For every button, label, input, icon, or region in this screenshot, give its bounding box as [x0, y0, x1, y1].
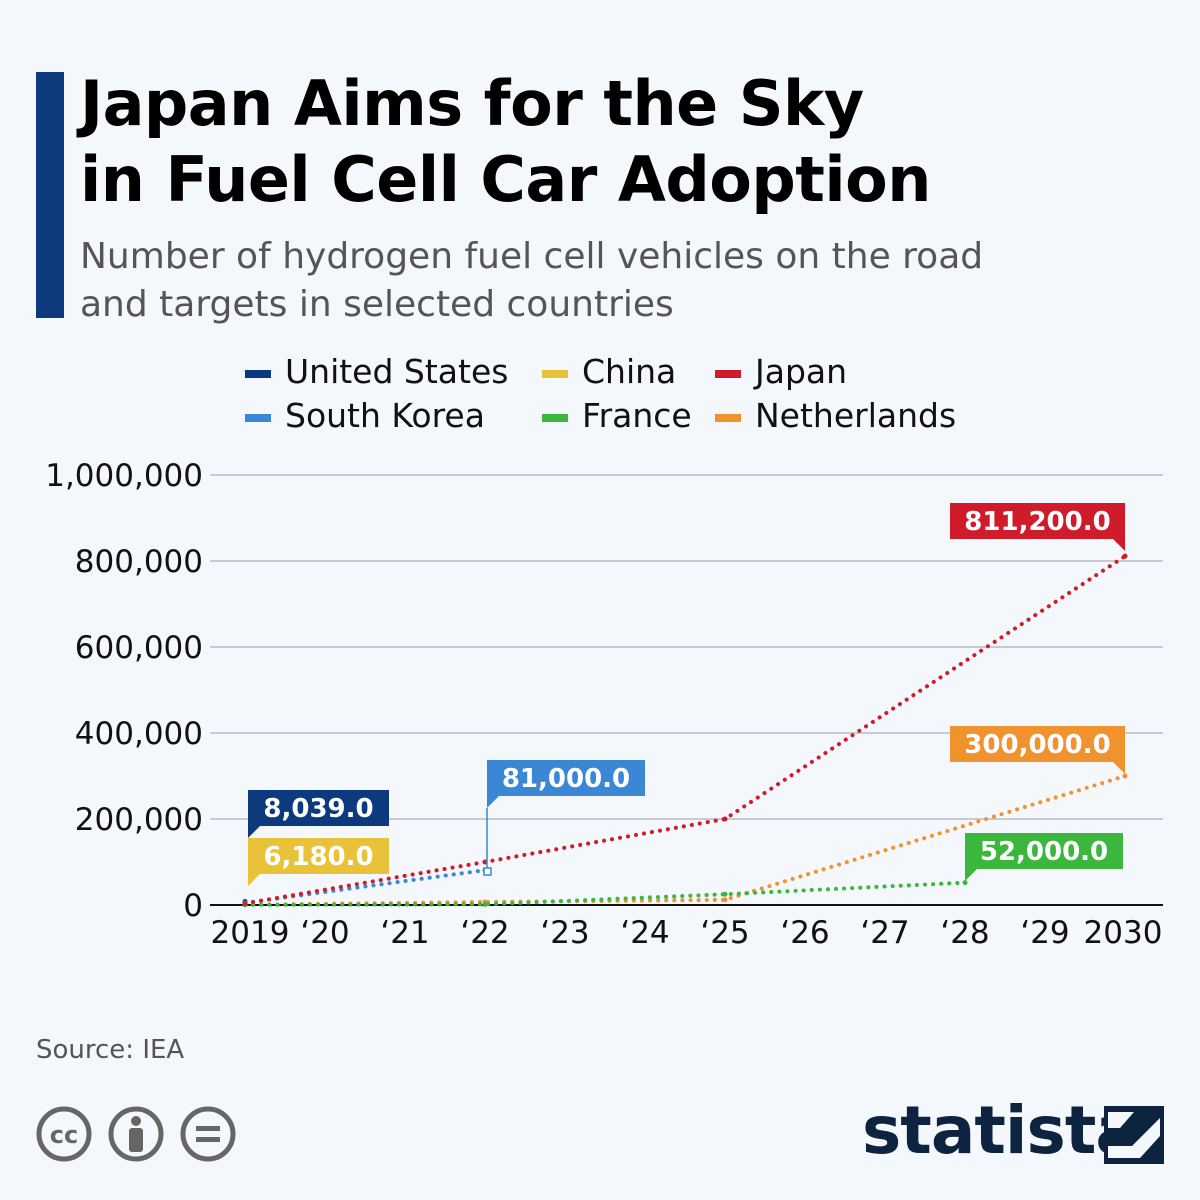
legend-item-netherlands: Netherlands: [715, 396, 956, 435]
chart-title: Japan Aims for the Sky in Fuel Cell Car …: [80, 66, 931, 218]
legend-item-france: France: [542, 396, 692, 435]
y-tick-label: 600,000: [75, 630, 203, 666]
data-point: [722, 816, 728, 822]
x-tick-label: ‘28: [940, 915, 989, 951]
legend-swatch: [715, 369, 741, 378]
x-tick-label: ‘29: [1020, 915, 1069, 951]
x-tick-label: ‘23: [540, 915, 589, 951]
legend-label: Netherlands: [755, 396, 957, 435]
no-derivatives-icon: [180, 1106, 236, 1162]
value-label-text: 8,039.0: [263, 794, 373, 824]
svg-text:cc: cc: [50, 1121, 78, 1149]
series-line-france: [243, 880, 967, 907]
y-tick-label: 400,000: [75, 716, 203, 752]
data-point: [722, 897, 728, 903]
title-line-2: in Fuel Cell Car Adoption: [80, 143, 931, 216]
data-point: [242, 900, 248, 906]
legend-label: France: [582, 396, 692, 435]
legend-item-south-korea: South Korea: [245, 396, 485, 435]
series-line-south-korea: [243, 868, 487, 905]
x-tick-label: ‘27: [860, 915, 909, 951]
y-tick-label: 1,000,000: [45, 458, 203, 494]
data-point: [722, 891, 728, 897]
license-icons: cc: [36, 1106, 236, 1162]
x-tick-label: ‘22: [460, 915, 509, 951]
legend-swatch: [245, 413, 271, 422]
legend-item-china: China: [542, 352, 676, 391]
y-tick-label: 0: [183, 888, 203, 924]
source-note: Source: IEA: [36, 1035, 185, 1065]
value-label-japan: 811,200.0: [950, 503, 1125, 551]
value-label-netherlands: 300,000.0: [950, 726, 1125, 774]
chart-subtitle: Number of hydrogen fuel cell vehicles on…: [80, 233, 983, 329]
x-tick-label: ‘24: [620, 915, 669, 951]
data-point-marker: [483, 867, 492, 876]
legend-swatch: [542, 413, 568, 422]
x-tick-label: ‘21: [380, 915, 429, 951]
accent-bar: [36, 72, 64, 318]
statista-logo-icon: [1104, 1106, 1164, 1164]
value-label-france: 52,000.0: [965, 833, 1123, 881]
subtitle-line-1: Number of hydrogen fuel cell vehicles on…: [80, 236, 984, 277]
legend-swatch: [245, 369, 271, 378]
series-line-japan: [243, 554, 1127, 906]
value-label-text: 81,000.0: [502, 764, 630, 794]
legend-swatch: [542, 369, 568, 378]
data-point: [1122, 773, 1128, 779]
cc-icon: cc: [36, 1106, 92, 1162]
legend-label: United States: [285, 352, 509, 391]
legend-item-japan: Japan: [715, 352, 847, 391]
y-tick-label: 200,000: [75, 802, 203, 838]
value-label-china: 6,180.0: [248, 838, 389, 886]
y-tick-label: 800,000: [75, 544, 203, 580]
legend-label: Japan: [755, 352, 848, 391]
data-point: [962, 880, 968, 886]
legend-label: China: [582, 352, 677, 391]
value-label-text: 811,200.0: [964, 507, 1110, 537]
data-point: [1122, 553, 1128, 559]
x-tick-label: 2030: [1084, 915, 1163, 951]
data-point: [482, 901, 488, 907]
legend-swatch: [715, 413, 741, 422]
x-tick-label: ‘26: [780, 915, 829, 951]
x-tick-label: ‘25: [700, 915, 749, 951]
title-line-1: Japan Aims for the Sky: [80, 67, 864, 140]
value-label-text: 6,180.0: [263, 842, 373, 872]
x-tick-label: ‘20: [300, 915, 349, 951]
value-label-text: 300,000.0: [964, 730, 1110, 760]
legend-item-united-states: United States: [245, 352, 508, 391]
value-label-united-states: 8,039.0: [248, 790, 389, 838]
value-label-south-korea: 81,000.0: [487, 760, 645, 808]
legend-label: South Korea: [285, 396, 485, 435]
x-tick-label: 2019: [211, 915, 290, 951]
subtitle-line-2: and targets in selected countries: [80, 284, 674, 325]
attribution-icon: [108, 1106, 164, 1162]
value-label-text: 52,000.0: [980, 837, 1108, 867]
statista-logo: statista: [862, 1092, 1140, 1169]
